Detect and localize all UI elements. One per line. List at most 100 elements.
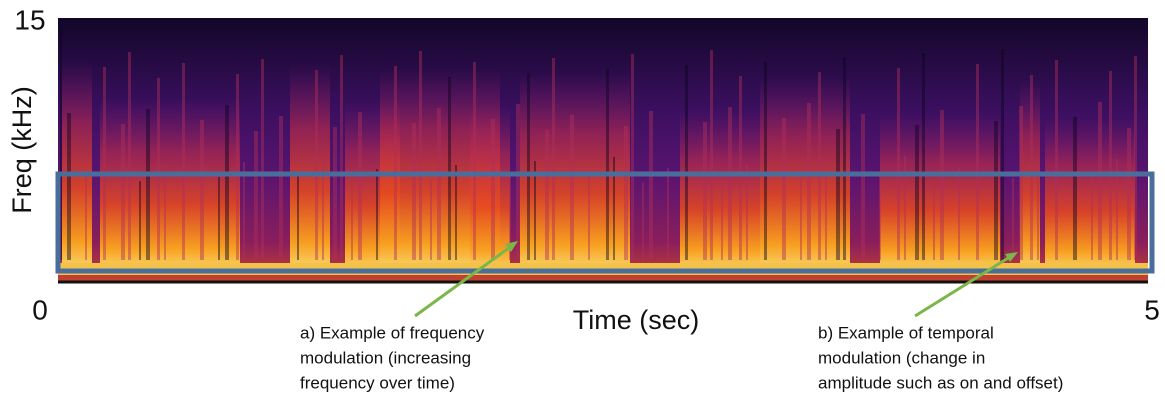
texture-stripe [800, 175, 802, 260]
texture-stripe [703, 122, 707, 260]
annotation-a-line: a) Example of frequency [300, 323, 485, 342]
texture-stripe [922, 53, 925, 260]
texture-stripe [103, 67, 106, 260]
texture-stripe [430, 180, 432, 260]
texture-stripe [527, 73, 530, 260]
texture-stripe [897, 68, 900, 260]
texture-stripe [128, 52, 131, 260]
texture-stripe [933, 182, 935, 260]
voiced-segment [62, 60, 92, 275]
texture-stripe [1134, 56, 1137, 260]
texture-stripe [825, 160, 827, 260]
texture-stripe [139, 181, 141, 260]
texture-stripe [218, 177, 220, 260]
texture-stripe [67, 113, 71, 260]
annotation-b-line: b) Example of temporal [818, 323, 994, 342]
texture-stripe [376, 169, 378, 260]
texture-stripe [552, 58, 555, 260]
texture-stripe [1019, 106, 1023, 260]
texture-stripe [1030, 75, 1033, 260]
texture-stripe [861, 114, 865, 260]
texture-stripe [843, 57, 846, 260]
texture-stripe [236, 74, 239, 260]
texture-stripe [85, 170, 87, 260]
texture-stripe [958, 167, 960, 260]
texture-stripe [915, 125, 919, 260]
texture-stripe [1012, 178, 1014, 260]
annotation-b-line: modulation (change in [818, 348, 985, 367]
texture-stripe [394, 66, 397, 260]
arrow-b [914, 253, 1014, 318]
texture-stripe [340, 55, 343, 260]
texture-stripe [448, 77, 451, 260]
texture-stripe [157, 78, 160, 260]
texture-stripe [976, 64, 979, 260]
voiced-segment [680, 109, 760, 275]
texture-stripe [739, 76, 742, 260]
texture-stripe [333, 127, 337, 260]
texture-stripe [746, 164, 748, 260]
texture-stripe [667, 168, 669, 260]
arrow-b-head [1005, 252, 1018, 262]
texture-stripe [764, 61, 767, 260]
texture-stripe [164, 166, 166, 260]
texture-stripe [121, 124, 125, 260]
spectrogram [58, 18, 1148, 282]
texture-stripe [279, 116, 283, 260]
highlight-box [55, 171, 1155, 274]
y-axis-label: Freq (kHz) [7, 86, 37, 214]
texture-stripe [437, 108, 441, 260]
voiced-segment [880, 113, 1000, 275]
texture-stripe [1073, 117, 1077, 260]
texture-stripe [315, 70, 318, 260]
texture-stripe [200, 120, 204, 260]
origin-tick: 0 [32, 294, 48, 325]
voiced-segment [1045, 117, 1135, 275]
texture-stripe [685, 65, 688, 260]
texture-stripe [1116, 159, 1118, 260]
texture-stripe [728, 107, 732, 260]
texture-stripe [782, 118, 786, 260]
texture-stripe [642, 183, 644, 260]
texture-stripe [710, 50, 713, 260]
texture-stripe [940, 110, 944, 260]
x-end-tick: 5 [1144, 294, 1160, 325]
texture-stripe [613, 157, 615, 260]
texture-stripe [606, 69, 609, 260]
texture-stripe [879, 171, 881, 260]
texture-stripe [721, 179, 723, 260]
texture-stripe [491, 119, 495, 260]
texture-stripe [412, 123, 416, 260]
arrow-a-head [505, 241, 518, 252]
x-axis-label: Time (sec) [573, 305, 700, 335]
texture-stripe [649, 111, 653, 260]
texture-stripe [358, 112, 362, 260]
texture-stripe [1055, 60, 1058, 260]
annotation-a-line: modulation (increasing [300, 348, 471, 367]
y-top-tick: 15 [14, 4, 45, 35]
voiced-segment [290, 64, 330, 275]
arrow-a [414, 243, 514, 318]
texture-stripe [836, 129, 840, 260]
texture-stripe [261, 59, 264, 260]
texture-stripe [322, 158, 324, 260]
voiced-segment [470, 105, 510, 275]
texture-stripe [631, 54, 634, 260]
texture-stripe [545, 130, 549, 260]
voiced-segment [100, 97, 240, 275]
texture-stripe [225, 105, 229, 260]
texture-stripe [994, 121, 998, 260]
texture-stripe [1098, 102, 1102, 260]
texture-stripe [807, 103, 811, 260]
texture-stripe [570, 115, 574, 260]
texture-stripe [419, 51, 422, 260]
voiced-segment [1020, 80, 1040, 275]
texture-stripe [1109, 71, 1112, 260]
texture-stripe [146, 109, 150, 260]
texture-stripe [1091, 174, 1093, 260]
texture-stripe [254, 131, 258, 260]
texture-stripe [624, 126, 628, 260]
texture-stripe [1127, 128, 1131, 260]
texture-stripe [1037, 163, 1039, 260]
